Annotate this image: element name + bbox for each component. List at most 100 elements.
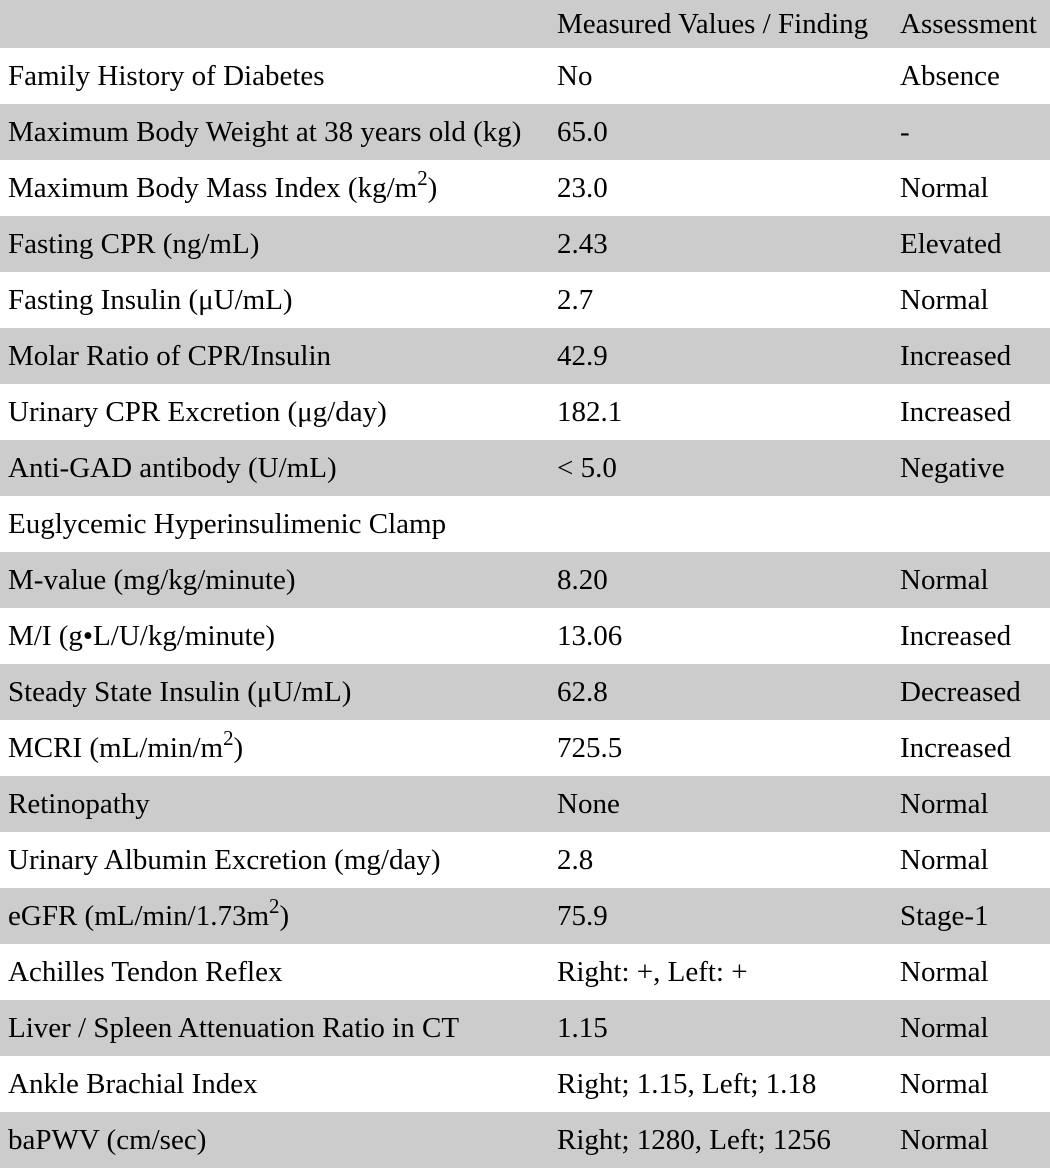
row-label: Maximum Body Weight at 38 years old (kg) [0, 116, 549, 149]
row-assessment: Normal [900, 563, 989, 596]
row-value: < 5.0 [557, 451, 617, 484]
header-cell-assessment: Assessment [900, 7, 1037, 40]
table-row: eGFR (mL/min/1.73m2) 75.9 Stage-1 [0, 888, 1050, 944]
header-cell-measured-values: Measured Values / Finding [557, 7, 869, 40]
row-label: Ankle Brachial Index [0, 1068, 549, 1101]
table-row: Maximum Body Weight at 38 years old (kg)… [0, 104, 1050, 160]
row-value: 13.06 [557, 619, 623, 652]
row-value: 75.9 [557, 899, 608, 932]
row-value: 2.8 [557, 843, 594, 876]
table-row: Fasting CPR (ng/mL) 2.43 Elevated [0, 216, 1050, 272]
row-label: M-value (mg/kg/minute) [0, 564, 549, 597]
row-label: eGFR (mL/min/1.73m2) [0, 896, 549, 933]
row-label-text-after: ) [427, 171, 438, 204]
table-row: Ankle Brachial Index Right; 1.15, Left; … [0, 1056, 1050, 1112]
row-label-text-after: ) [233, 731, 244, 764]
table-body: Family History of Diabetes No Absence Ma… [0, 48, 1050, 1168]
row-label: Achilles Tendon Reflex [0, 956, 549, 989]
row-assessment: Increased [900, 619, 1012, 652]
row-assessment: Increased [900, 731, 1012, 764]
row-label-text: baPWV (cm/sec) [8, 1123, 207, 1156]
row-label-text: Maximum Body Mass Index (kg/m [8, 171, 418, 204]
row-label: Euglycemic Hyperinsulimenic Clamp [0, 508, 549, 541]
row-label: Anti-GAD antibody (U/mL) [0, 452, 549, 485]
row-label: M/I (g•L/U/kg/minute) [0, 620, 549, 653]
row-value: 2.43 [557, 227, 608, 260]
row-assessment: Increased [900, 395, 1012, 428]
row-value: 725.5 [557, 731, 623, 764]
table-row: Molar Ratio of CPR/Insulin 42.9 Increase… [0, 328, 1050, 384]
row-assessment: Absence [900, 59, 1000, 92]
table-row: Fasting Insulin (μU/mL) 2.7 Normal [0, 272, 1050, 328]
row-label-text: Urinary CPR Excretion (μg/day) [8, 395, 387, 428]
row-value: 2.7 [557, 283, 594, 316]
row-label-text: Molar Ratio of CPR/Insulin [8, 339, 332, 372]
row-value: 65.0 [557, 115, 608, 148]
row-value: Right; 1.15, Left; 1.18 [557, 1067, 817, 1100]
row-label: MCRI (mL/min/m2) [0, 728, 549, 765]
row-label-text-after: ) [279, 899, 290, 932]
row-label: Retinopathy [0, 788, 549, 821]
row-assessment: - [900, 115, 910, 148]
row-value: 62.8 [557, 675, 608, 708]
row-assessment: Stage-1 [900, 899, 989, 932]
row-label-text: Achilles Tendon Reflex [8, 955, 283, 988]
table-row: Achilles Tendon Reflex Right: +, Left: +… [0, 944, 1050, 1000]
row-value: 42.9 [557, 339, 608, 372]
row-assessment: Normal [900, 955, 989, 988]
row-assessment: Normal [900, 1123, 989, 1156]
row-label-text: MCRI (mL/min/m [8, 731, 224, 764]
row-label-text: M-value (mg/kg/minute) [8, 563, 296, 596]
row-label-text: Retinopathy [8, 787, 150, 820]
row-label-text: Family History of Diabetes [8, 59, 325, 92]
header-row: Measured Values / Finding Assessment [0, 0, 1050, 48]
row-label-superscript: 2 [417, 166, 428, 191]
table-row: Urinary Albumin Excretion (mg/day) 2.8 N… [0, 832, 1050, 888]
row-label-text: Anti-GAD antibody (U/mL) [8, 451, 337, 484]
row-label-superscript: 2 [269, 894, 280, 919]
row-label: Family History of Diabetes [0, 60, 549, 93]
table-row: Urinary CPR Excretion (μg/day) 182.1 Inc… [0, 384, 1050, 440]
row-label-text: Fasting CPR (ng/mL) [8, 227, 260, 260]
row-assessment: Increased [900, 339, 1012, 372]
table-row: Family History of Diabetes No Absence [0, 48, 1050, 104]
row-assessment: Elevated [900, 227, 1002, 260]
row-assessment: Decreased [900, 675, 1021, 708]
row-value: None [557, 787, 620, 820]
row-value: 8.20 [557, 563, 608, 596]
table-row: M/I (g•L/U/kg/minute) 13.06 Increased [0, 608, 1050, 664]
row-label-text: eGFR (mL/min/1.73m [8, 899, 269, 932]
row-label-superscript: 2 [223, 726, 234, 751]
row-label-text: Maximum Body Weight at 38 years old (kg) [8, 115, 522, 148]
row-assessment: Normal [900, 283, 989, 316]
row-label: Steady State Insulin (μU/mL) [0, 676, 549, 709]
table-row: Anti-GAD antibody (U/mL) < 5.0 Negative [0, 440, 1050, 496]
row-label: Maximum Body Mass Index (kg/m2) [0, 168, 549, 205]
row-label-text: Liver / Spleen Attenuation Ratio in CT [8, 1011, 460, 1044]
row-label-text: Steady State Insulin (μU/mL) [8, 675, 352, 708]
row-label-text: Urinary Albumin Excretion (mg/day) [8, 843, 441, 876]
row-value: Right; 1280, Left; 1256 [557, 1123, 831, 1156]
row-label: Urinary Albumin Excretion (mg/day) [0, 844, 549, 877]
row-assessment: Normal [900, 171, 989, 204]
table-row: Euglycemic Hyperinsulimenic Clamp [0, 496, 1050, 552]
row-label: Fasting Insulin (μU/mL) [0, 284, 549, 317]
table-row: Retinopathy None Normal [0, 776, 1050, 832]
row-assessment: Normal [900, 1011, 989, 1044]
row-label-text: Fasting Insulin (μU/mL) [8, 283, 293, 316]
row-value: Right: +, Left: + [557, 955, 748, 988]
row-assessment: Negative [900, 451, 1005, 484]
table-row: Maximum Body Mass Index (kg/m2) 23.0 Nor… [0, 160, 1050, 216]
row-label: Fasting CPR (ng/mL) [0, 228, 549, 261]
row-assessment: Normal [900, 787, 989, 820]
table-row: MCRI (mL/min/m2) 725.5 Increased [0, 720, 1050, 776]
row-label-text: Ankle Brachial Index [8, 1067, 258, 1100]
row-value: 1.15 [557, 1011, 608, 1044]
row-label: Urinary CPR Excretion (μg/day) [0, 396, 549, 429]
table-row: Liver / Spleen Attenuation Ratio in CT 1… [0, 1000, 1050, 1056]
row-assessment: Normal [900, 843, 989, 876]
row-label-text: M/I (g•L/U/kg/minute) [8, 619, 276, 652]
row-label: Molar Ratio of CPR/Insulin [0, 340, 549, 373]
row-assessment: Normal [900, 1067, 989, 1100]
